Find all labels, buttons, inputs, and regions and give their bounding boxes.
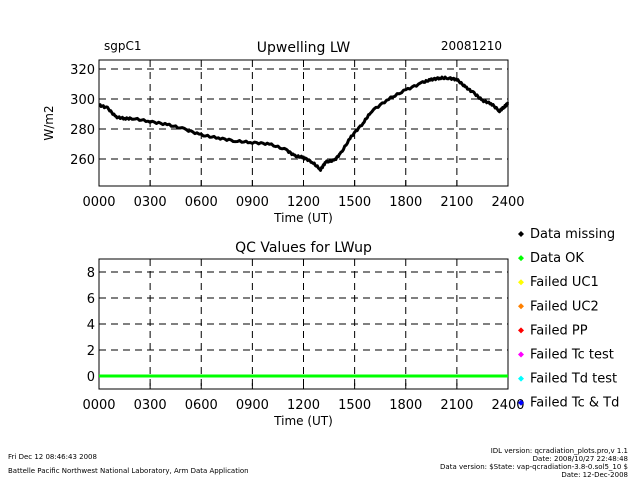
y-tick-label: 300 (70, 93, 95, 108)
legend-label: Failed Tc test (530, 348, 614, 363)
footer-data-date: Date: 12-Dec-2008 (561, 471, 628, 479)
legend-label: Failed UC1 (530, 275, 599, 290)
x-axis-label: Time (UT) (273, 211, 333, 225)
x-tick-label: 0900 (236, 398, 269, 413)
qc-legend: Data missing Data OK Failed UC1 Failed UC2 F… (518, 227, 619, 411)
legend-marker (518, 375, 524, 382)
legend-marker (518, 255, 524, 262)
y-tick-label: 260 (70, 153, 95, 168)
y-tick-label: 280 (70, 123, 95, 138)
x-tick-label: 1200 (287, 195, 320, 210)
y-tick-label: 6 (87, 292, 95, 307)
x-tick-label: 2100 (440, 398, 473, 413)
y-axis-label: W/m2 (42, 105, 56, 140)
x-tick-label: 1200 (287, 398, 320, 413)
x-tick-label: 0900 (236, 195, 269, 210)
legend-label: Data OK (530, 251, 584, 266)
legend-label: Failed UC2 (530, 299, 599, 314)
x-tick-label: 2400 (491, 398, 524, 413)
legend-label: Failed PP (530, 323, 588, 338)
x-tick-label: 2100 (440, 195, 473, 210)
x-tick-label: 1500 (338, 195, 371, 210)
lwup-series-line (98, 75, 510, 172)
footer-idl-version: IDL version: qcradiation_plots.pro,v 1.1 (490, 447, 628, 455)
x-tick-label: 0600 (185, 195, 218, 210)
footer-lab: Battelle Pacific Northwest National Labo… (8, 467, 249, 475)
legend-label: Failed Tc & Td (530, 396, 619, 411)
y-tick-label: 2 (87, 344, 95, 359)
x-tick-label: 0000 (82, 398, 115, 413)
legend-label: Failed Td test (530, 372, 617, 387)
chart-title: Upwelling LW (257, 40, 351, 56)
footer-data-version: Data version: $State: vap-qcradiation-3.… (440, 463, 628, 471)
chart-title: QC Values for LWup (235, 240, 372, 256)
legend-marker (518, 351, 524, 358)
x-tick-label: 0600 (185, 398, 218, 413)
x-tick-label: 0300 (134, 195, 167, 210)
site-label: sgpC1 (104, 39, 142, 53)
y-tick-label: 4 (87, 318, 95, 333)
legend-marker (518, 279, 524, 286)
date-label: 20081210 (441, 39, 502, 53)
legend-marker (518, 231, 524, 237)
y-tick-label: 320 (70, 63, 95, 78)
footer-timestamp: Fri Dec 12 08:46:43 2008 (8, 453, 97, 461)
x-tick-label: 2400 (491, 195, 524, 210)
x-tick-label: 1800 (389, 195, 422, 210)
y-tick-label: 8 (87, 266, 95, 281)
x-tick-label: 1500 (338, 398, 371, 413)
legend-marker (518, 303, 524, 310)
legend-label: Data missing (530, 227, 615, 242)
x-tick-label: 0300 (134, 398, 167, 413)
legend-marker (518, 327, 524, 334)
qc-values-chart: 0000 0300 0600 0900 1200 1500 1800 2100 2400 0 2 4 6… (82, 240, 524, 428)
x-tick-label: 0000 (82, 195, 115, 210)
upwelling-lw-chart: 0000 0300 0600 0900 1200 1500 1800 2100 2400 260 2… (42, 40, 525, 225)
y-tick-label: 0 (87, 370, 95, 385)
x-tick-label: 1800 (389, 398, 422, 413)
footer-idl-date: Date: 2008/10/27 22:48:48 (532, 455, 628, 463)
x-axis-label: Time (UT) (273, 414, 333, 428)
legend-marker (518, 399, 524, 406)
